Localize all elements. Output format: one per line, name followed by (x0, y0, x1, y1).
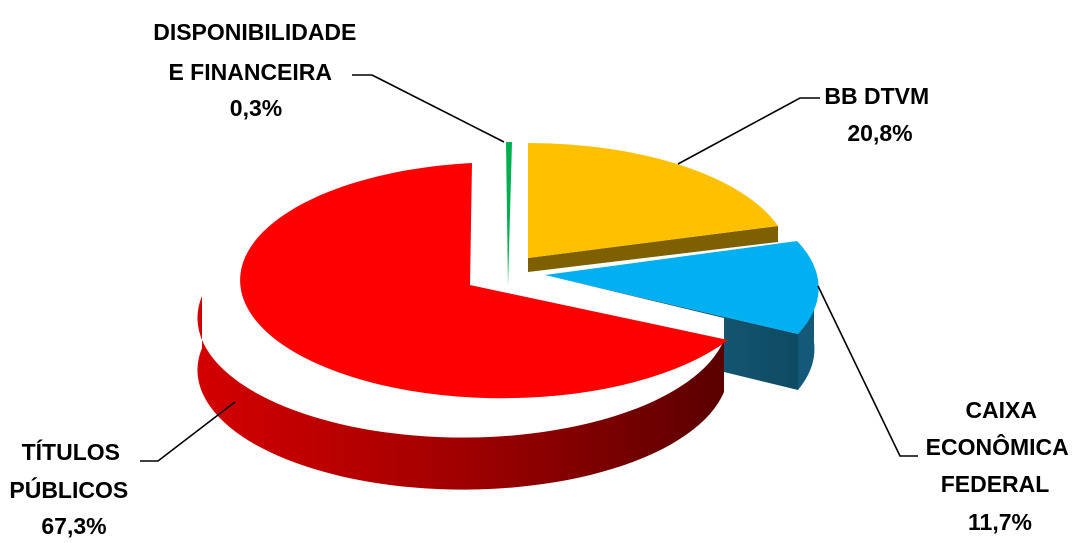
slice-caixa-economica-federal (545, 241, 819, 334)
slice-disponibilidade-financeira (506, 142, 512, 286)
label-bb-dtvm-line1: BB DTVM (824, 83, 929, 109)
label-caixa-line1: CAIXA (965, 397, 1036, 423)
slice-titulos-publicos (240, 163, 729, 399)
label-titulos: TÍTULOS PÚBLICOS 67,3% (9, 438, 134, 539)
value-caixa: 11,7% (968, 509, 1032, 535)
label-caixa-line3: FEDERAL (941, 471, 1050, 497)
label-disponibilidade-line2: E FINANCEIRA (168, 59, 331, 85)
label-titulos-line1: TÍTULOS (22, 438, 120, 465)
label-caixa: CAIXA ECONÔMICA FEDERAL 11,7% (926, 397, 1075, 535)
value-disponibilidade: 0,3% (230, 95, 282, 121)
pie-side-caixa (545, 275, 798, 390)
value-bb-dtvm: 20,8% (847, 120, 912, 146)
label-caixa-line2: ECONÔMICA (926, 433, 1069, 460)
label-titulos-line2: PÚBLICOS (9, 476, 128, 503)
slice-bb-dtvm (528, 143, 778, 258)
pie-side-titulos (197, 296, 725, 490)
leader-line-bb-dtvm (677, 97, 820, 165)
leader-line-caixa (817, 285, 918, 457)
label-disponibilidade-line1: DISPONIBILIDADE (153, 19, 356, 45)
leader-line-disponibilidade (352, 74, 505, 143)
label-bb-dtvm: BB DTVM 20,8% (824, 83, 935, 146)
leader-line-titulos (140, 401, 236, 462)
label-disponibilidade: DISPONIBILIDADE E FINANCEIRA 0,3% (153, 19, 363, 121)
pie-side-bb (528, 226, 778, 272)
value-titulos: 67,3% (41, 513, 106, 539)
